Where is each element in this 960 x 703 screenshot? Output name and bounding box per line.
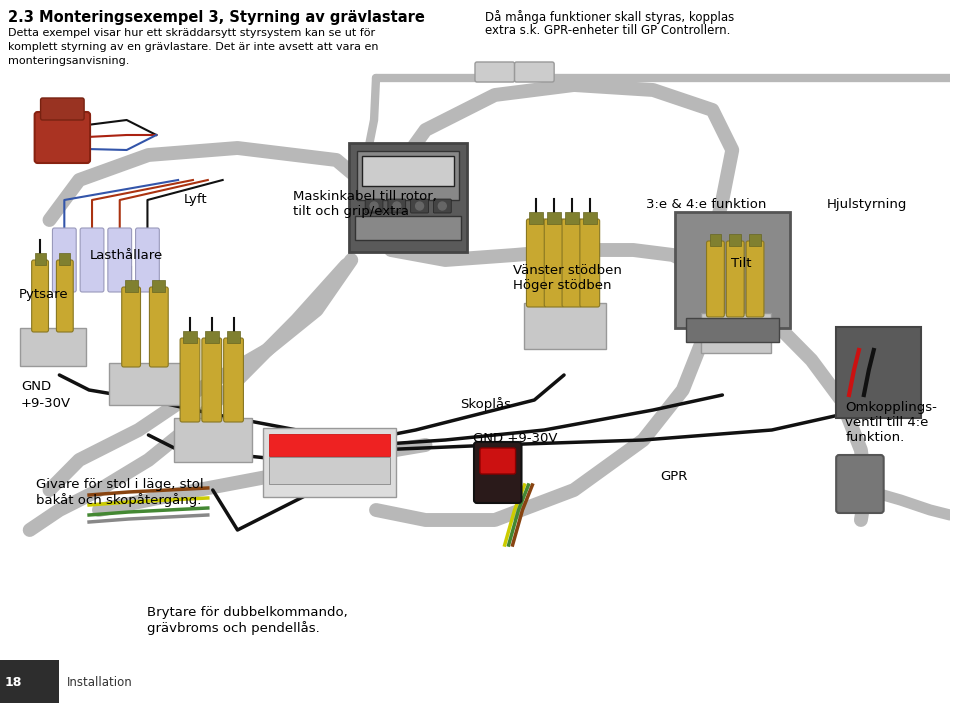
Text: +9-30V: +9-30V: [21, 397, 71, 410]
FancyBboxPatch shape: [749, 234, 761, 246]
FancyBboxPatch shape: [529, 212, 543, 224]
FancyBboxPatch shape: [475, 62, 515, 82]
FancyBboxPatch shape: [685, 318, 779, 342]
FancyBboxPatch shape: [0, 660, 60, 703]
Text: GPR: GPR: [660, 470, 687, 482]
FancyBboxPatch shape: [57, 260, 73, 332]
Text: 3:e & 4:e funktion: 3:e & 4:e funktion: [646, 198, 766, 211]
Text: Hjulstyrning: Hjulstyrning: [827, 198, 907, 211]
FancyBboxPatch shape: [40, 98, 84, 120]
FancyBboxPatch shape: [515, 62, 554, 82]
FancyBboxPatch shape: [474, 442, 521, 503]
FancyBboxPatch shape: [565, 212, 579, 224]
FancyBboxPatch shape: [269, 434, 390, 456]
Text: komplett styrning av en grävlastare. Det är inte avsett att vara en: komplett styrning av en grävlastare. Det…: [8, 42, 378, 52]
FancyBboxPatch shape: [357, 151, 459, 200]
FancyBboxPatch shape: [183, 331, 197, 343]
FancyBboxPatch shape: [122, 287, 140, 367]
FancyBboxPatch shape: [35, 112, 90, 163]
FancyBboxPatch shape: [204, 331, 219, 343]
FancyBboxPatch shape: [32, 260, 49, 332]
FancyBboxPatch shape: [524, 303, 606, 349]
Text: extra s.k. GPR-enheter till GP Controllern.: extra s.k. GPR-enheter till GP Controlle…: [485, 24, 731, 37]
Text: GND: GND: [21, 380, 51, 392]
Text: Skoplås: Skoplås: [460, 397, 511, 411]
FancyBboxPatch shape: [836, 455, 883, 513]
Text: Omkopplings-
ventil till 4:e
funktion.: Omkopplings- ventil till 4:e funktion.: [846, 401, 937, 444]
FancyBboxPatch shape: [35, 253, 45, 265]
FancyBboxPatch shape: [727, 241, 744, 317]
FancyBboxPatch shape: [746, 241, 764, 317]
FancyBboxPatch shape: [388, 199, 406, 213]
FancyBboxPatch shape: [365, 199, 383, 213]
FancyBboxPatch shape: [108, 363, 183, 405]
FancyBboxPatch shape: [675, 212, 790, 328]
Text: Brytare för dubbelkommando,
grävbroms och pendellås.: Brytare för dubbelkommando, grävbroms oc…: [147, 606, 348, 635]
FancyBboxPatch shape: [202, 338, 222, 422]
FancyBboxPatch shape: [153, 280, 165, 292]
FancyBboxPatch shape: [80, 228, 104, 292]
FancyBboxPatch shape: [480, 448, 516, 474]
FancyBboxPatch shape: [224, 338, 244, 422]
FancyBboxPatch shape: [583, 212, 597, 224]
FancyBboxPatch shape: [709, 234, 721, 246]
FancyBboxPatch shape: [20, 328, 86, 366]
FancyBboxPatch shape: [349, 143, 468, 252]
FancyBboxPatch shape: [730, 234, 741, 246]
FancyBboxPatch shape: [227, 331, 240, 343]
Text: Installation: Installation: [67, 676, 133, 688]
FancyBboxPatch shape: [135, 228, 159, 292]
FancyBboxPatch shape: [526, 219, 546, 307]
Text: Detta exempel visar hur ett skräddarsytt styrsystem kan se ut för: Detta exempel visar hur ett skräddarsytt…: [8, 28, 375, 38]
FancyBboxPatch shape: [562, 219, 582, 307]
Circle shape: [393, 202, 400, 210]
Text: Lasthållare: Lasthållare: [90, 249, 163, 262]
FancyBboxPatch shape: [60, 253, 70, 265]
Text: Tilt: Tilt: [732, 257, 752, 269]
FancyBboxPatch shape: [433, 199, 451, 213]
FancyBboxPatch shape: [547, 212, 561, 224]
FancyBboxPatch shape: [269, 457, 390, 484]
Text: 18: 18: [5, 676, 22, 688]
FancyBboxPatch shape: [580, 219, 600, 307]
FancyBboxPatch shape: [180, 338, 200, 422]
Text: Maskinkabel till rotor,
tilt och grip/extra: Maskinkabel till rotor, tilt och grip/ex…: [293, 190, 437, 218]
FancyBboxPatch shape: [707, 241, 725, 317]
FancyBboxPatch shape: [174, 418, 252, 462]
FancyBboxPatch shape: [125, 280, 137, 292]
Text: Vänster stödben
Höger stödben: Vänster stödben Höger stödben: [513, 264, 622, 292]
FancyBboxPatch shape: [150, 287, 168, 367]
FancyBboxPatch shape: [53, 228, 76, 292]
Text: Då många funktioner skall styras, kopplas: Då många funktioner skall styras, koppla…: [485, 10, 734, 24]
FancyBboxPatch shape: [544, 219, 564, 307]
Circle shape: [416, 202, 423, 210]
Text: monteringsanvisning.: monteringsanvisning.: [8, 56, 130, 66]
Circle shape: [439, 202, 446, 210]
Text: GND +9-30V: GND +9-30V: [473, 432, 558, 444]
FancyBboxPatch shape: [411, 199, 428, 213]
FancyBboxPatch shape: [836, 327, 922, 418]
FancyBboxPatch shape: [108, 228, 132, 292]
Text: Givare för stol i läge, stol
bakåt och skopåtergång.: Givare för stol i läge, stol bakåt och s…: [36, 478, 204, 507]
Text: 2.3 Monteringsexempel 3, Styrning av grävlastare: 2.3 Monteringsexempel 3, Styrning av grä…: [8, 10, 424, 25]
FancyBboxPatch shape: [355, 216, 461, 240]
Circle shape: [371, 202, 378, 210]
Text: Lyft: Lyft: [183, 193, 207, 206]
FancyBboxPatch shape: [362, 156, 454, 186]
FancyBboxPatch shape: [701, 313, 771, 353]
Text: Pytsare: Pytsare: [19, 288, 68, 301]
FancyBboxPatch shape: [263, 428, 396, 497]
